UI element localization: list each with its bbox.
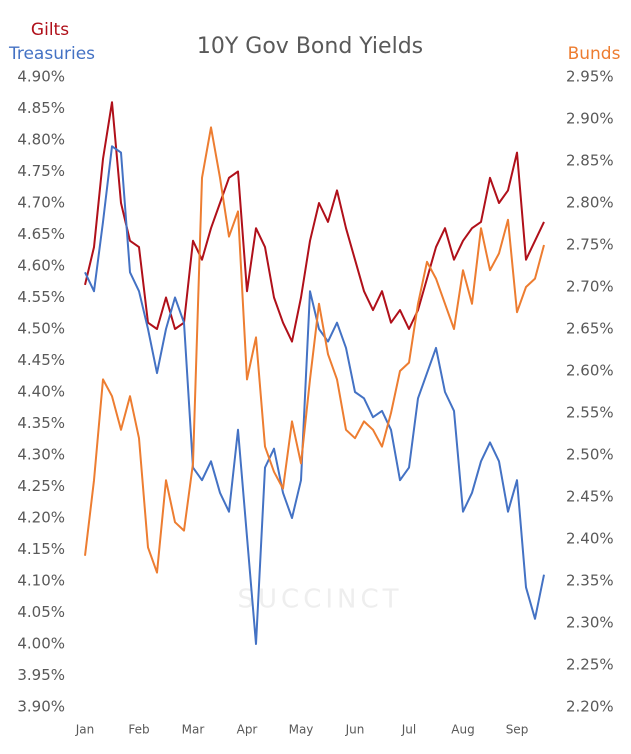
y-tick-label: 3.90% (17, 698, 65, 716)
x-tick-label: May (289, 723, 314, 737)
y-tick-label: 4.30% (17, 446, 65, 464)
series-line (84, 145, 545, 645)
y-tick-label: 4.80% (17, 131, 65, 149)
y-tick-label: 4.20% (17, 509, 65, 527)
y-tick-label: 4.90% (17, 68, 65, 86)
y2-tick-label: 2.70% (566, 278, 614, 296)
y-tick-label: 4.35% (17, 414, 65, 432)
y-tick-label: 4.70% (17, 194, 65, 212)
legend-label: Gilts (31, 20, 69, 40)
x-tick-label: Jan (75, 723, 95, 737)
x-tick-label: Sep (506, 723, 529, 737)
x-tick-label: Apr (237, 723, 258, 737)
y-tick-label: 4.85% (17, 99, 65, 117)
y2-tick-label: 2.75% (566, 236, 614, 254)
y2-tick-label: 2.35% (566, 572, 614, 590)
y2-tick-label: 2.65% (566, 320, 614, 338)
y-tick-label: 4.75% (17, 162, 65, 180)
chart-title: 10Y Gov Bond Yields (197, 34, 423, 59)
x-tick-label: Jul (401, 723, 416, 737)
y-tick-label: 4.40% (17, 383, 65, 401)
legend-label: Bunds (568, 44, 621, 64)
y2-tick-label: 2.25% (566, 656, 614, 674)
x-tick-label: Aug (451, 723, 474, 737)
y2-tick-label: 2.90% (566, 110, 614, 128)
x-tick-label: Jun (345, 723, 365, 737)
y-tick-label: 4.60% (17, 257, 65, 275)
watermark: SUCCINCT (238, 585, 403, 615)
series-line (84, 101, 545, 343)
y2-tick-label: 2.60% (566, 362, 614, 380)
legend-label: Treasuries (8, 44, 95, 64)
y2-tick-label: 2.45% (566, 488, 614, 506)
y-tick-label: 4.25% (17, 477, 65, 495)
y2-tick-label: 2.85% (566, 152, 614, 170)
y-tick-label: 4.55% (17, 288, 65, 306)
y2-tick-label: 2.95% (566, 68, 614, 86)
y-tick-label: 4.00% (17, 635, 65, 653)
series-line (84, 126, 545, 574)
y-tick-label: 4.45% (17, 351, 65, 369)
y2-tick-label: 2.80% (566, 194, 614, 212)
x-tick-label: Feb (128, 723, 149, 737)
y-tick-label: 4.50% (17, 320, 65, 338)
y2-tick-label: 2.20% (566, 698, 614, 716)
y-tick-label: 4.10% (17, 572, 65, 590)
y-tick-label: 4.15% (17, 540, 65, 558)
x-tick-label: Mar (182, 723, 205, 737)
y-tick-label: 3.95% (17, 666, 65, 684)
y-tick-label: 4.05% (17, 603, 65, 621)
y2-tick-label: 2.55% (566, 404, 614, 422)
y-tick-label: 4.65% (17, 225, 65, 243)
y2-tick-label: 2.50% (566, 446, 614, 464)
y2-tick-label: 2.40% (566, 530, 614, 548)
y2-tick-label: 2.30% (566, 614, 614, 632)
